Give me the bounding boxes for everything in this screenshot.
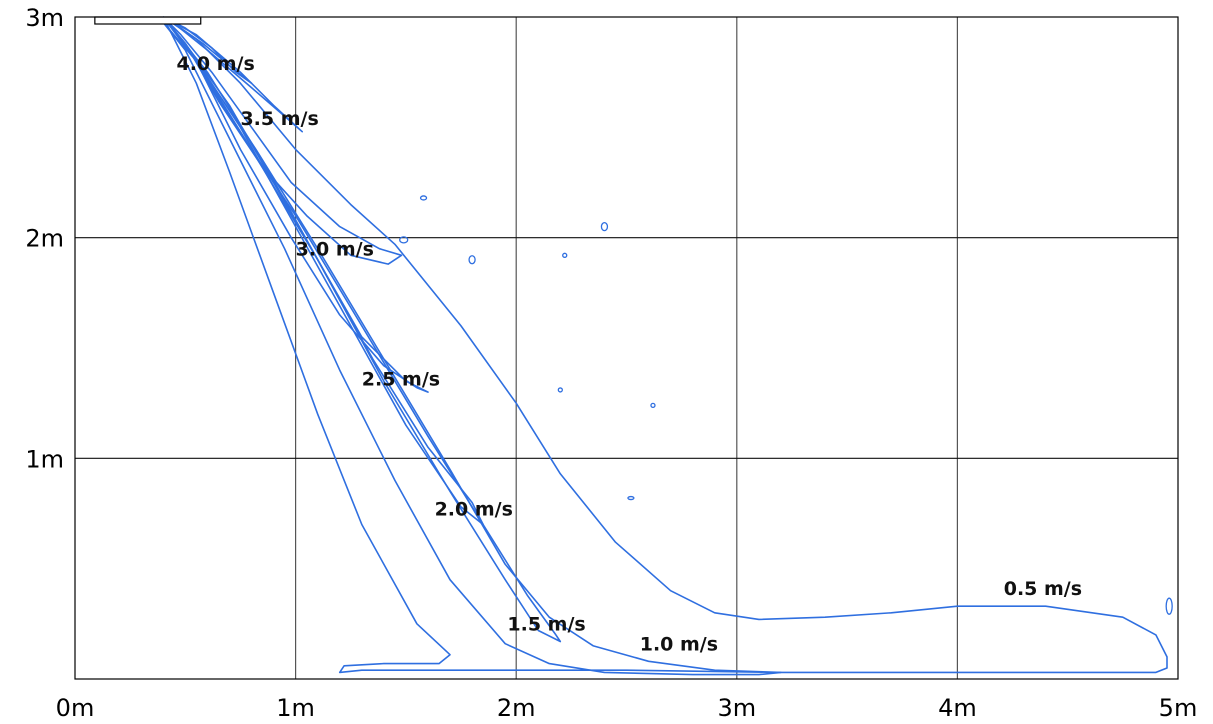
- speckle-5: [650, 402, 656, 409]
- contour-label-1: 3.5 m/s: [240, 108, 318, 130]
- x-tick-label-0: 0m: [56, 694, 95, 722]
- contour-label-7: 0.5 m/s: [1004, 578, 1082, 600]
- speckle-7: [627, 495, 635, 501]
- contour-line-1: [158, 16, 782, 676]
- speckle-8: [562, 252, 568, 258]
- nozzle-box: [94, 16, 202, 25]
- y-tick-label-0: 1m: [25, 445, 64, 473]
- nozzle-outlet: [94, 16, 202, 25]
- speckle-2: [600, 221, 609, 232]
- y-tick-label-2: 3m: [25, 4, 64, 32]
- x-tick-label-5: 5m: [1159, 694, 1198, 722]
- x-tick-labels: 0m 1m 2m 3m 4m 5m: [56, 694, 1198, 722]
- contour-label-6: 1.0 m/s: [640, 633, 718, 655]
- contour-speckles: [399, 195, 1173, 615]
- x-tick-label-2: 2m: [497, 694, 536, 722]
- x-tick-label-3: 3m: [717, 694, 756, 722]
- plot-frame: [74, 16, 1179, 680]
- contour-label-3: 2.5 m/s: [362, 369, 440, 391]
- speckle-3: [419, 195, 428, 201]
- contour-line-1-5: [162, 16, 562, 643]
- x-tick-label-4: 4m: [938, 694, 977, 722]
- contour-line-0-5: [162, 16, 1168, 674]
- contour-label-0: 4.0 m/s: [176, 53, 254, 75]
- y-tick-label-1: 2m: [25, 225, 64, 253]
- contour-label-5: 1.5 m/s: [507, 613, 585, 635]
- x-tick-label-1: 1m: [276, 694, 315, 722]
- contour-label-4: 2.0 m/s: [435, 499, 513, 521]
- grid-lines: [75, 17, 1178, 679]
- contour-labels: 4.0 m/s 3.5 m/s 3.0 m/s 2.5 m/s 2.0 m/s 1.5 m…: [176, 53, 1082, 655]
- contour-label-2: 3.0 m/s: [296, 238, 374, 260]
- speckle-4: [557, 387, 563, 393]
- y-tick-labels: 1m 2m 3m: [25, 4, 64, 473]
- speckle-1: [468, 255, 476, 265]
- contour-lines: [158, 16, 1168, 676]
- speckle-0: [399, 236, 409, 244]
- speckle-6: [1165, 597, 1173, 615]
- plot-background: [75, 17, 1178, 679]
- contour-line-3-5: [162, 16, 304, 133]
